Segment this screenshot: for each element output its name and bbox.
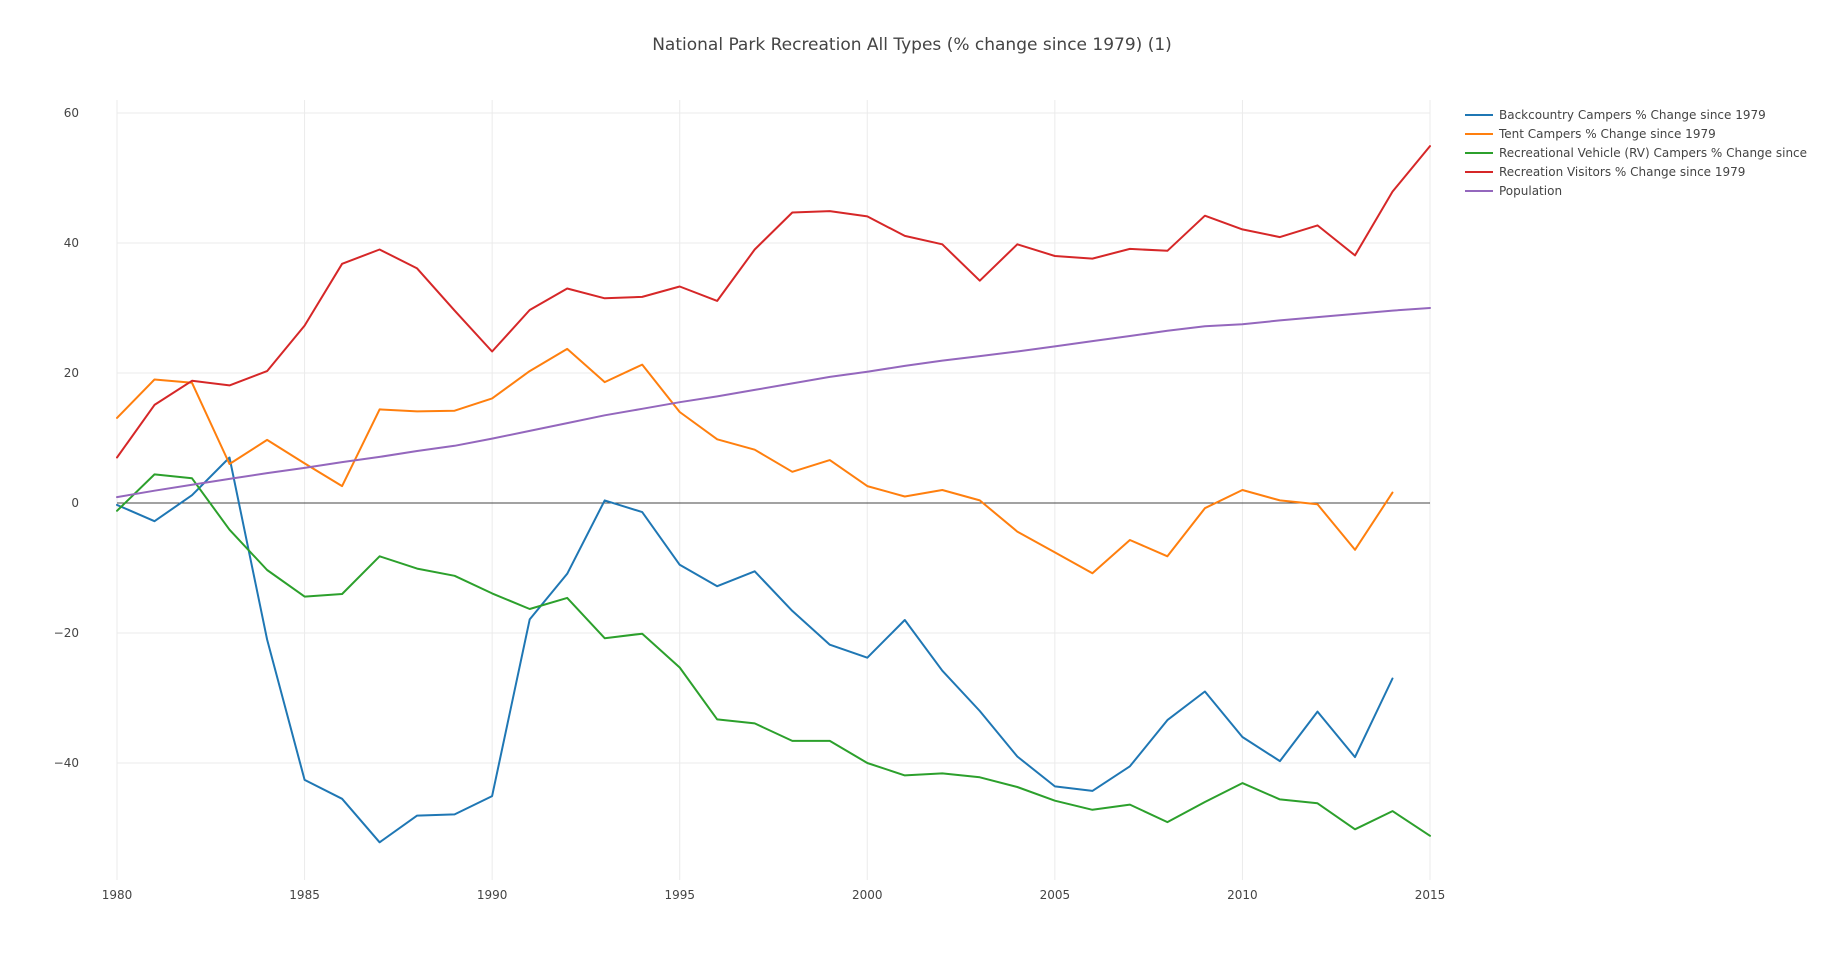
legend-item[interactable]: Recreation Visitors % Change since 1979 bbox=[1465, 165, 1745, 179]
x-tick-label: 2000 bbox=[852, 888, 883, 902]
x-tick-label: 1995 bbox=[664, 888, 695, 902]
grid-lines bbox=[116, 100, 1431, 880]
legend-label: Recreation Visitors % Change since 1979 bbox=[1499, 165, 1745, 179]
legend-item[interactable]: Tent Campers % Change since 1979 bbox=[1465, 127, 1716, 141]
y-tick-label: 40 bbox=[64, 236, 79, 250]
x-tick-label: 2015 bbox=[1415, 888, 1446, 902]
x-tick-label: 2005 bbox=[1040, 888, 1071, 902]
y-tick-label: 60 bbox=[64, 106, 79, 120]
legend-label: Population bbox=[1499, 184, 1562, 198]
legend-label: Tent Campers % Change since 1979 bbox=[1498, 127, 1716, 141]
legend: Backcountry Campers % Change since 1979 T… bbox=[1465, 108, 1807, 198]
chart-title: National Park Recreation All Types (% ch… bbox=[652, 35, 1172, 55]
legend-label: Recreational Vehicle (RV) Campers % Chan… bbox=[1499, 146, 1807, 160]
legend-item[interactable]: Backcountry Campers % Change since 1979 bbox=[1465, 108, 1766, 122]
x-tick-label: 1980 bbox=[102, 888, 133, 902]
legend-item[interactable]: Recreational Vehicle (RV) Campers % Chan… bbox=[1465, 146, 1807, 160]
x-tick-label: 2010 bbox=[1227, 888, 1258, 902]
series-line-3 bbox=[116, 473, 1431, 837]
x-axis-ticks: 1980 1985 1990 1995 2000 2005 2010 2015 bbox=[102, 888, 1446, 902]
legend-label: Backcountry Campers % Change since 1979 bbox=[1499, 108, 1766, 122]
y-tick-label: 0 bbox=[71, 496, 79, 510]
x-tick-label: 1985 bbox=[289, 888, 320, 902]
series-line-5 bbox=[116, 307, 1431, 499]
y-tick-label: 20 bbox=[64, 366, 79, 380]
plot-area bbox=[116, 145, 1431, 844]
y-axis-ticks: −40 −20 0 20 40 60 bbox=[54, 106, 79, 770]
x-tick-label: 1990 bbox=[477, 888, 508, 902]
y-tick-label: −20 bbox=[54, 626, 79, 640]
series-line-1 bbox=[116, 456, 1394, 844]
legend-item[interactable]: Population bbox=[1465, 184, 1562, 198]
series-line-2 bbox=[116, 347, 1394, 575]
series-line-4 bbox=[116, 145, 1431, 459]
y-tick-label: −40 bbox=[54, 756, 79, 770]
